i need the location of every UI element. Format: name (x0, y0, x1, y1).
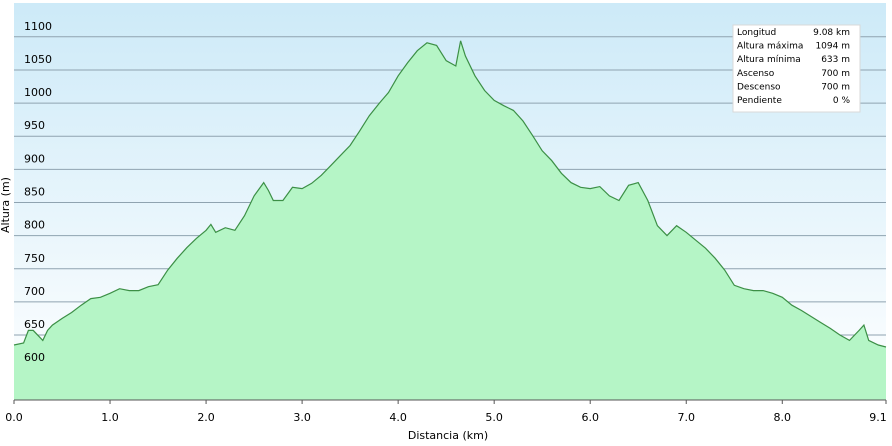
elevation-area (14, 40, 886, 401)
stat-label: Altura máxima (737, 42, 803, 52)
y-tick-label: 600 (24, 351, 45, 364)
stat-label: Pendiente (737, 96, 782, 106)
y-tick-label: 950 (24, 119, 45, 132)
x-tick-label: 9.1 (869, 411, 887, 424)
y-tick-label: 700 (24, 285, 45, 298)
stats-box (732, 24, 861, 113)
elevation-line (13, 40, 887, 348)
stat-value: 9.08 km (813, 28, 850, 38)
x-tick-label: 5.0 (485, 411, 503, 424)
x-tick-label: 0.0 (5, 411, 23, 424)
y-tick-label: 650 (24, 318, 45, 331)
stat-value: 700 m (821, 69, 850, 79)
y-tick-label: 750 (24, 252, 45, 265)
stat-value: 700 m (821, 82, 850, 92)
stat-label: Descenso (737, 82, 781, 92)
x-axis-label: Distancia (km) (408, 429, 488, 442)
y-tick-label: 800 (24, 219, 45, 232)
x-tick-label: 4.0 (389, 411, 407, 424)
y-tick-label: 1050 (24, 53, 52, 66)
stat-label: Ascenso (737, 69, 775, 79)
y-tick-label: 850 (24, 185, 45, 198)
stat-value: 633 m (821, 55, 850, 65)
y-tick-label: 1000 (24, 86, 52, 99)
stat-value: 1094 m (815, 42, 850, 52)
x-tick-label: 6.0 (581, 411, 599, 424)
x-tick-label: 1.0 (101, 411, 119, 424)
y-tick-label: 1100 (24, 20, 52, 33)
x-tick-label: 3.0 (293, 411, 311, 424)
y-tick-label: 900 (24, 152, 45, 165)
y-axis-label: Altura (m) (0, 177, 12, 233)
stat-label: Longitud (737, 28, 776, 38)
x-tick-label: 2.0 (197, 411, 215, 424)
stat-value: 0 % (833, 96, 851, 106)
x-tick-label: 7.0 (677, 411, 695, 424)
x-tick-label: 8.0 (774, 411, 792, 424)
stat-label: Altura mínima (737, 55, 801, 65)
